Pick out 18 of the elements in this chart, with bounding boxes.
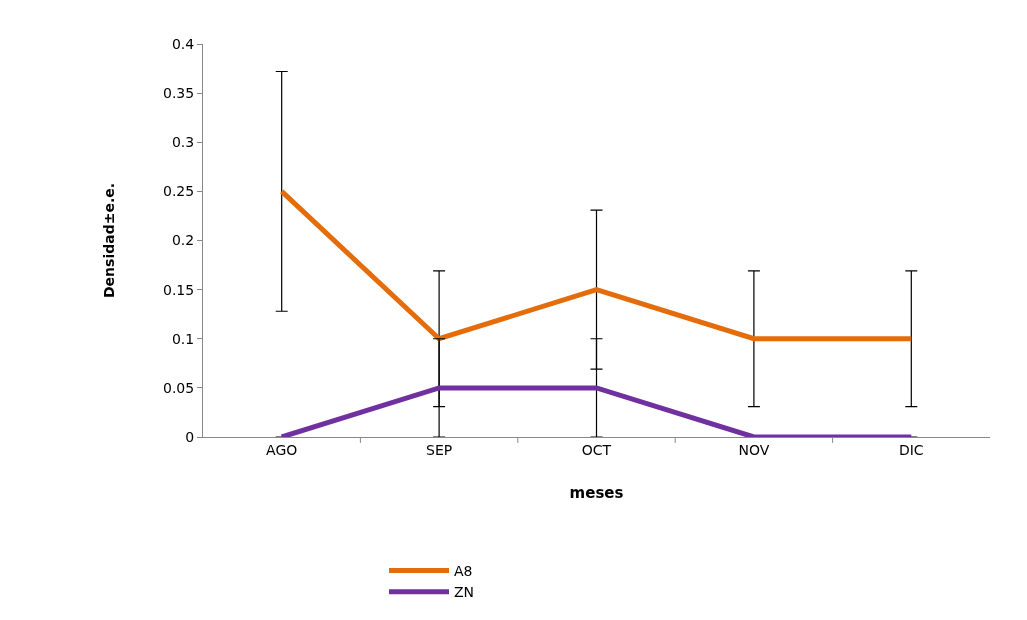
y-tick-label: 0.25 [163, 183, 195, 200]
legend-label: ZN [454, 584, 475, 601]
y-tick-label: 0.4 [171, 35, 195, 52]
legend-label: A8 [454, 562, 473, 579]
y-tick-label: 0.15 [163, 281, 195, 298]
y-tick-label: 0 [185, 428, 195, 445]
x-axis-title: meses [569, 483, 624, 502]
y-axis-title: Densidad±e.e. [100, 182, 117, 299]
y-tick-label: 0.35 [163, 85, 195, 102]
y-tick-label: 0.2 [171, 232, 195, 249]
x-tick-label: OCT [581, 441, 612, 458]
x-tick-label: DIC [898, 441, 924, 458]
x-tick-label: NOV [738, 441, 770, 458]
x-tick-label: AGO [266, 441, 298, 458]
x-tick-label: SEP [426, 441, 453, 458]
y-tick-label: 0.3 [171, 134, 195, 151]
y-tick-label: 0.05 [163, 379, 195, 396]
y-tick-label: 0.1 [171, 330, 195, 347]
